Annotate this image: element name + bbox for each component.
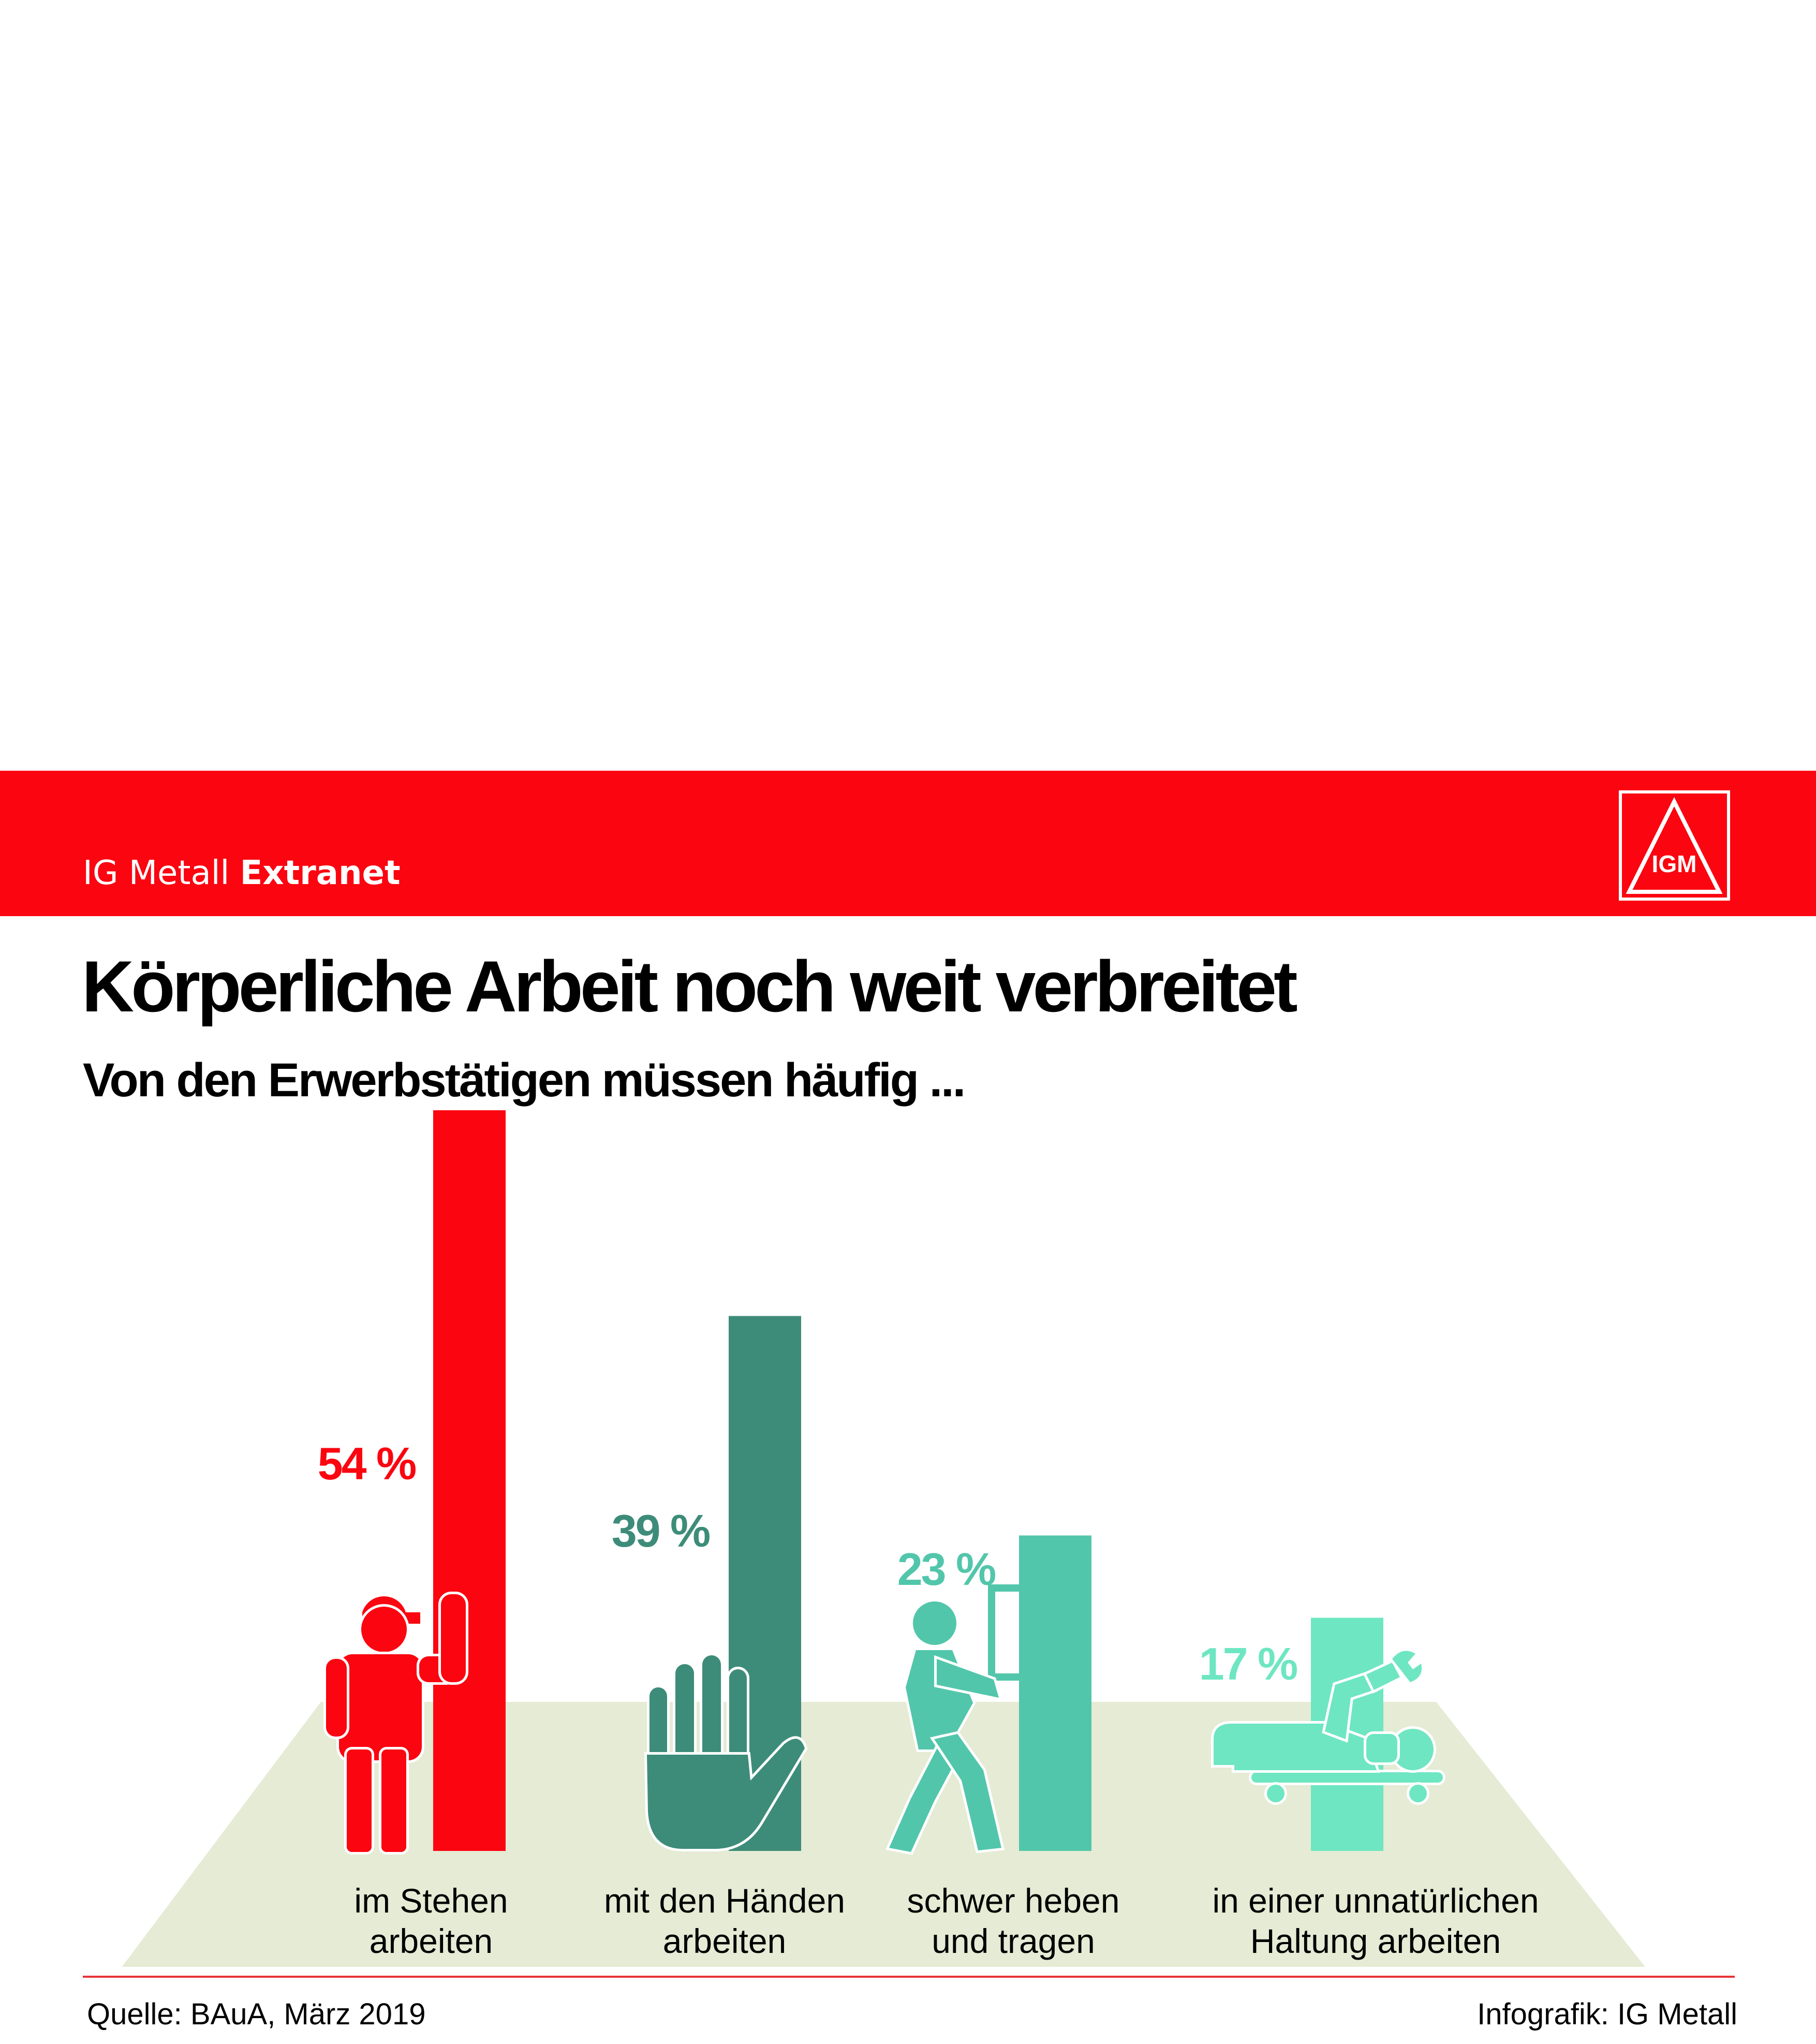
bar-1 bbox=[433, 1110, 506, 1851]
chart-title: Körperliche Arbeit noch weit verbreitet bbox=[82, 946, 1298, 1027]
category-label-2-line-1: mit den Händen bbox=[604, 1881, 845, 1920]
bar-chart: 54 % 39 % 23 % 17 % bbox=[122, 1110, 1645, 1967]
value-label-4: 17 % bbox=[1199, 1638, 1297, 1689]
category-label-3-line-2: und tragen bbox=[932, 1922, 1095, 1960]
standing-worker-icon bbox=[323, 1592, 468, 1855]
lying-mechanic-icon bbox=[1211, 1648, 1445, 1805]
category-label-1-line-1: im Stehen bbox=[354, 1881, 508, 1920]
category-label-1-line-2: arbeiten bbox=[370, 1922, 493, 1960]
chart-subtitle: Von den Erwerbstätigen müssen häufig ... bbox=[83, 1054, 966, 1107]
bar-3 bbox=[1019, 1535, 1091, 1851]
hand-icon bbox=[644, 1653, 808, 1851]
credit-label: Infografik: IG Metall bbox=[1477, 1997, 1737, 2031]
bars-group bbox=[433, 1110, 1383, 1851]
value-label-1: 54 % bbox=[318, 1438, 416, 1489]
value-label-2: 39 % bbox=[612, 1505, 710, 1556]
ig-metall-logo-icon: IGM bbox=[1619, 790, 1730, 901]
footer-rule bbox=[83, 1976, 1735, 1978]
value-labels-group: 54 % 39 % 23 % 17 % bbox=[318, 1438, 1298, 1689]
source-label: Quelle: BAuA, März 2019 bbox=[87, 1997, 426, 2031]
brand-regular: IG Metall bbox=[83, 854, 230, 892]
brand-label: IG Metall Extranet bbox=[83, 854, 401, 892]
value-label-3: 23 % bbox=[897, 1543, 995, 1595]
brand-bold: Extranet bbox=[240, 854, 401, 892]
logo-text: IGM bbox=[1652, 850, 1697, 877]
category-label-3-line-1: schwer heben bbox=[907, 1881, 1120, 1920]
icons-group bbox=[323, 1584, 1445, 1855]
category-label-4-line-2: Haltung arbeiten bbox=[1250, 1922, 1501, 1960]
carrying-box-icon bbox=[885, 1584, 1072, 1855]
category-label-2-line-2: arbeiten bbox=[663, 1922, 787, 1960]
category-label-4-line-1: in einer unnatürlichen bbox=[1212, 1881, 1539, 1920]
header-band bbox=[0, 771, 1816, 916]
